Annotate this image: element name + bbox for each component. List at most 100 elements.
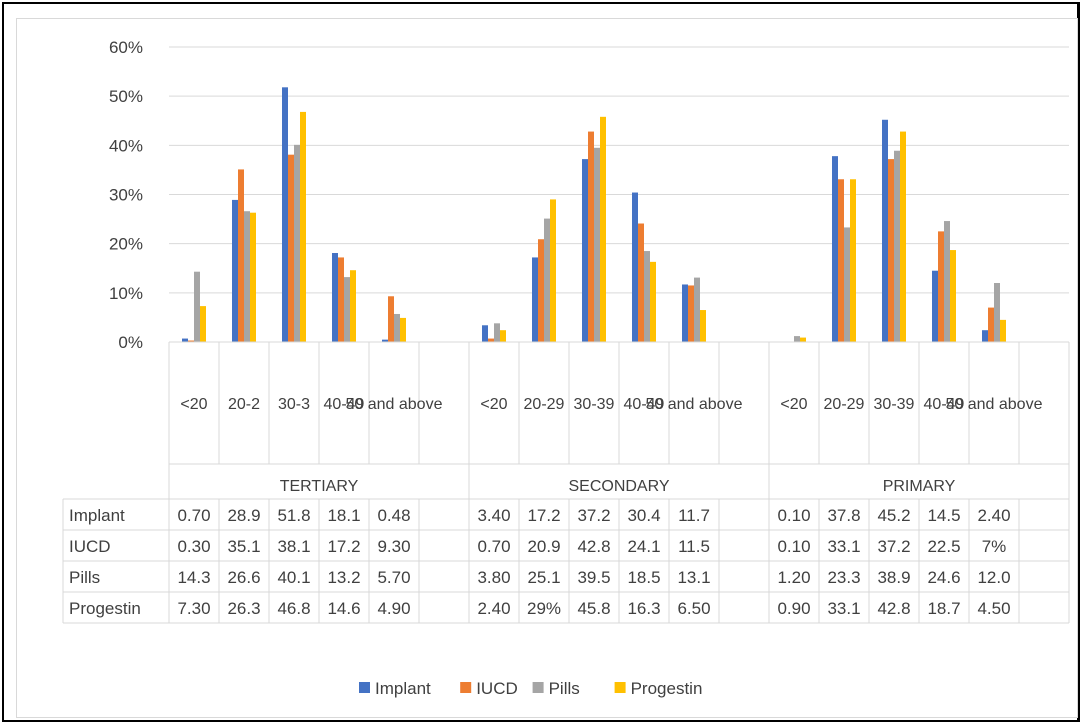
bar-implant bbox=[232, 199, 238, 342]
category-label: <20 bbox=[780, 396, 807, 413]
bar-pills bbox=[644, 251, 650, 342]
table-cell: 24.1 bbox=[627, 537, 660, 556]
chart-area: 0% 10% 20% 30% 40% 50% 60% <20 20-2 30-3 40-49 50 a… bbox=[16, 18, 1078, 718]
bar-progestin bbox=[500, 330, 506, 342]
legend-label: Progestin bbox=[631, 679, 703, 698]
legend-swatch-implant bbox=[359, 682, 370, 693]
table-cell: 38.9 bbox=[877, 568, 910, 587]
table-cell: 26.3 bbox=[227, 599, 260, 618]
table-cell: 23.3 bbox=[827, 568, 860, 587]
table-cell: 14.3 bbox=[177, 568, 210, 587]
bar-implant bbox=[532, 257, 538, 342]
table-row-header: IUCD bbox=[69, 537, 111, 556]
bar-pills bbox=[544, 218, 550, 342]
table-row-header: Progestin bbox=[69, 599, 141, 618]
table-cell: 5.70 bbox=[377, 568, 410, 587]
bar-pills bbox=[694, 277, 700, 342]
bar-pills bbox=[844, 227, 850, 342]
bar-pills bbox=[994, 283, 1000, 342]
chart-frame: 0% 10% 20% 30% 40% 50% 60% <20 20-2 30-3 40-49 50 a… bbox=[2, 2, 1080, 722]
category-label: 20-29 bbox=[824, 396, 865, 413]
category-label: 30-39 bbox=[574, 396, 615, 413]
category-label: 50 and above bbox=[346, 396, 443, 413]
bar-progestin bbox=[800, 337, 806, 342]
table-cell: 11.7 bbox=[678, 506, 710, 525]
bar-iucd bbox=[488, 338, 494, 342]
bar-pills bbox=[194, 271, 200, 342]
category-label: 30-39 bbox=[874, 396, 915, 413]
table-cell: 0.30 bbox=[177, 537, 210, 556]
table-cell: 4.90 bbox=[377, 599, 410, 618]
bar-iucd bbox=[838, 179, 844, 342]
category-label: 20-2 bbox=[228, 396, 260, 413]
table-cell: 17.2 bbox=[527, 506, 560, 525]
table-cell: 14.5 bbox=[927, 506, 960, 525]
bar-pills bbox=[794, 336, 800, 342]
table-row-header: Implant bbox=[69, 506, 125, 525]
bar-implant bbox=[882, 119, 888, 343]
bar-progestin bbox=[550, 199, 556, 342]
category-label: 40-49 bbox=[624, 396, 665, 413]
category-label: 40-49 bbox=[324, 396, 365, 413]
table-cell: 1.20 bbox=[777, 568, 810, 587]
table-cell: 0.48 bbox=[377, 506, 410, 525]
table-cell: 4.50 bbox=[977, 599, 1010, 618]
table-cell: 22.5 bbox=[927, 537, 960, 556]
bar-implant bbox=[832, 156, 838, 342]
legend-label: Pills bbox=[549, 679, 580, 698]
bar-progestin bbox=[600, 116, 606, 342]
table-cell: 37.2 bbox=[877, 537, 910, 556]
bar-implant bbox=[982, 330, 988, 342]
table-cell: 3.80 bbox=[477, 568, 510, 587]
bar-iucd bbox=[538, 239, 544, 342]
table-cell: 39.5 bbox=[577, 568, 610, 587]
table-cell: 13.2 bbox=[327, 568, 360, 587]
table-cell: 0.70 bbox=[477, 537, 510, 556]
y-tick-label: 40% bbox=[109, 136, 143, 155]
table-cell: 7.30 bbox=[177, 599, 210, 618]
legend-swatch-iucd bbox=[460, 682, 472, 693]
bar-progestin bbox=[950, 250, 956, 342]
bar-implant bbox=[182, 338, 188, 342]
bar-progestin bbox=[900, 131, 906, 342]
bar-progestin bbox=[350, 270, 356, 342]
table-cell: 6.50 bbox=[677, 599, 710, 618]
table-cell: 37.8 bbox=[827, 506, 860, 525]
legend-label: Implant bbox=[375, 679, 431, 698]
legend-label: IUCD bbox=[476, 679, 518, 698]
group-label: PRIMARY bbox=[883, 478, 956, 495]
table-cell: 45.8 bbox=[577, 599, 610, 618]
bar-progestin bbox=[850, 179, 856, 342]
y-tick-label: 0% bbox=[118, 333, 143, 352]
table-cell: 18.1 bbox=[327, 506, 360, 525]
category-label: 40-49 bbox=[924, 396, 965, 413]
table-cell: 0.90 bbox=[777, 599, 810, 618]
y-tick-label: 50% bbox=[109, 87, 143, 106]
category-label: 50 and above bbox=[946, 396, 1043, 413]
table-cell: 37.2 bbox=[577, 506, 610, 525]
group-label: SECONDARY bbox=[568, 478, 669, 495]
table-cell: 38.1 bbox=[277, 537, 310, 556]
table-cell: 3.40 bbox=[477, 506, 510, 525]
bar-implant bbox=[382, 339, 388, 342]
table-cell: 18.7 bbox=[927, 599, 960, 618]
table-cell: 30.4 bbox=[627, 506, 660, 525]
table-cell: 12.0 bbox=[977, 568, 1010, 587]
table-cell: 42.8 bbox=[577, 537, 610, 556]
table-cell: 14.6 bbox=[327, 599, 360, 618]
category-label: <20 bbox=[480, 396, 507, 413]
table-cell: 7% bbox=[982, 537, 1007, 556]
table-cell: 33.1 bbox=[827, 537, 860, 556]
table-cell: 13.1 bbox=[677, 568, 710, 587]
bar-pills bbox=[294, 144, 300, 342]
bar-progestin bbox=[250, 212, 256, 342]
table-cell: 51.8 bbox=[277, 506, 310, 525]
table-cell: 35.1 bbox=[227, 537, 260, 556]
bar-implant bbox=[482, 325, 488, 342]
y-tick-label: 60% bbox=[109, 38, 143, 57]
table-cell: 28.9 bbox=[227, 506, 260, 525]
bar-iucd bbox=[188, 340, 194, 342]
bar-pills bbox=[244, 211, 250, 342]
bar-iucd bbox=[388, 296, 394, 342]
